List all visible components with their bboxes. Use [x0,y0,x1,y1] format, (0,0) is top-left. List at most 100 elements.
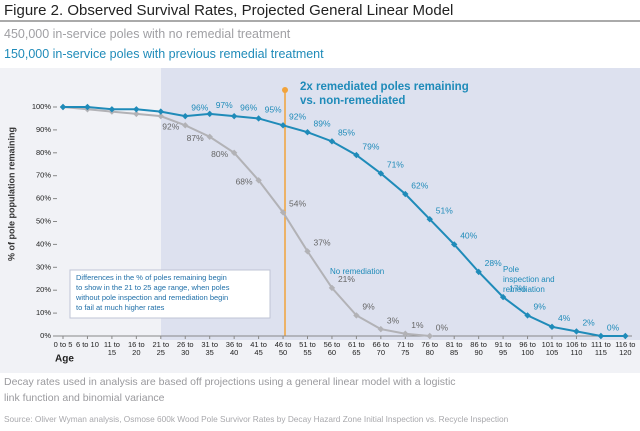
annotation: No remediation [330,267,384,276]
y-tick-label: 100% [32,102,52,111]
series-line [62,106,430,337]
data-label: 92% [289,112,306,122]
x-tick-label: 56 to 60 [323,340,341,357]
data-label: 92% [162,122,179,132]
y-tick-label: 90% [36,125,51,134]
chart-title: Figure 2. Observed Survival Rates, Proje… [4,2,454,19]
data-label: 80% [211,149,228,159]
data-label: 0% [436,322,449,332]
x-tick-label: 86 to 90 [470,340,487,357]
x-tick-label: 6 to 10 [75,340,99,349]
point [230,149,238,156]
marker-dot [282,87,288,93]
callout-line: vs. non-remediated [300,95,405,107]
y-tick-label: 0% [40,331,51,340]
x-tick-label: 61 to 65 [348,340,365,357]
x-tick-label: 16 to 20 [128,340,145,357]
point [157,108,164,115]
data-label: 37% [314,238,331,248]
data-label: 89% [314,118,331,128]
x-tick-label: 116 to 120 [615,340,636,357]
data-label: 96% [191,102,208,112]
data-label: 0% [607,322,620,332]
callout: 2x remediated poles remaining vs. non-rem… [300,81,469,107]
x-tick-label: 81 to 85 [445,340,463,357]
point [133,110,140,118]
x-tick-label: 26 to 30 [176,340,194,357]
point [328,138,336,145]
point [377,170,385,177]
point [622,332,629,340]
point [84,103,91,111]
point [230,112,238,120]
annotation: Pole [503,265,520,274]
note: Differences in the % of poles remaining … [76,273,229,313]
x-tick-label: 41 to 45 [250,340,267,357]
data-label: 96% [240,102,257,112]
x-tick-label: 111 to 115 [591,340,611,357]
point [304,248,311,255]
point [402,330,409,337]
source: Source: Oliver Wyman analysis, Osmose 60… [4,414,509,424]
x-tick-label: 101 to 105 [541,340,563,357]
data-label: 51% [436,205,453,215]
point [402,190,409,198]
data-label: 62% [411,180,428,190]
data-label: 40% [460,231,477,241]
x-tick-label: 46 to 50 [274,340,292,357]
data-label: 28% [485,258,502,268]
data-label: 3% [387,315,400,325]
point [255,115,262,122]
y-tick-label: 30% [36,262,51,271]
point [206,110,213,118]
x-tick-label: 91 to 95 [494,340,512,357]
note-line: Differences in the % of poles remaining … [76,273,227,282]
point [573,328,580,335]
data-label: 95% [265,105,282,115]
point [377,325,385,333]
point [157,112,164,120]
point [426,332,433,340]
x-tick-label: 0 to 5 [53,340,73,349]
point [475,268,482,276]
point [499,293,507,301]
point [304,128,311,136]
data-label: 85% [338,128,355,138]
note-line: to fail at much higher rates [76,303,165,312]
data-label: 79% [362,141,379,151]
x-tick-label: 76 to 80 [421,340,439,357]
data-label: 97% [216,100,233,110]
y-tick-label: 10% [36,308,51,317]
data-label: 4% [558,313,571,323]
legend-entry: 150,000 in-service poles with previous r… [4,47,324,61]
data-label: 71% [387,160,404,170]
callout-line: 2x remediated poles remaining [300,81,469,93]
annotation: remediation [503,285,545,294]
point [279,122,287,129]
note-box [69,269,271,319]
point [353,151,360,159]
x-axis-label: Age [55,354,74,365]
data-label: 68% [236,177,253,187]
note-line: to show in the 21 to 25 age range, when … [76,283,230,292]
x-tick-label: 71 to 75 [396,340,414,357]
data-label: 54% [289,199,306,209]
y-tick-label: 80% [36,148,51,157]
point [524,312,531,319]
y-tick-label: 60% [36,194,51,203]
x-tick-label: 96 to 100 [519,340,536,357]
data-label: 2% [582,318,595,328]
x-tick-label: 36 to 40 [225,340,243,357]
point [426,216,433,223]
point [279,209,287,216]
series-line [63,106,626,337]
footnote: link function and binomial variance [4,392,165,404]
point [108,106,116,113]
annotation: inspection and [503,275,555,284]
legend-entry: 450,000 in-service poles with no remedia… [4,27,291,41]
point [353,312,360,319]
footnote: Decay rates used in analysis are based o… [4,376,456,388]
point [451,241,458,248]
point [328,284,336,292]
point [206,133,213,140]
